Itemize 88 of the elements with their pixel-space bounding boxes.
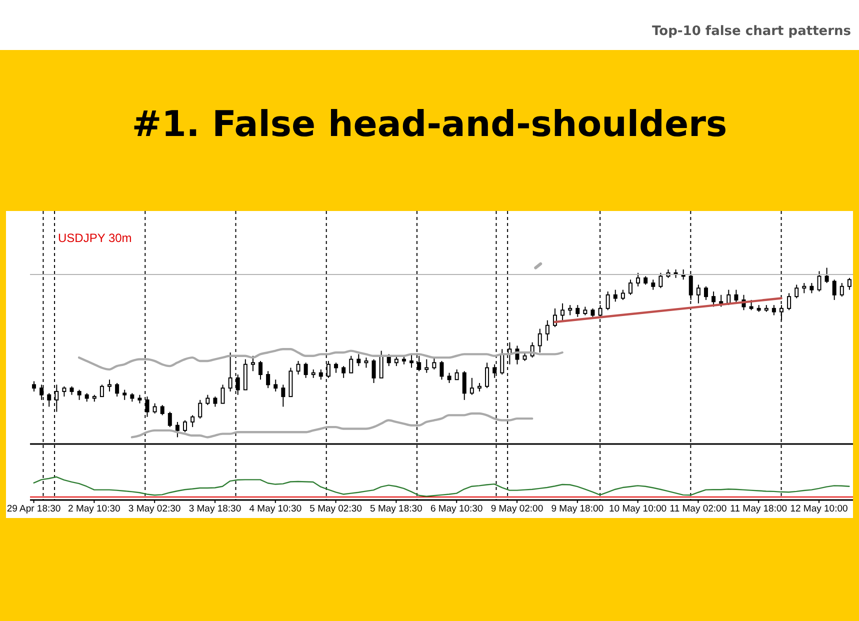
candlestick <box>100 384 104 398</box>
candlestick <box>576 304 580 318</box>
candlestick <box>817 270 822 292</box>
chart-title: #1. False head-and-shoulders <box>132 104 728 145</box>
candlestick <box>228 352 232 392</box>
candlestick <box>636 272 640 287</box>
candlestick <box>160 404 164 416</box>
candlestick <box>462 370 466 400</box>
candlestick <box>613 289 618 302</box>
candlestick <box>432 357 436 370</box>
candlestick <box>108 379 112 392</box>
candlestick <box>470 377 474 396</box>
x-tick-label: 5 May 18:30 <box>370 504 422 515</box>
candlestick <box>454 368 459 380</box>
candlestick <box>258 360 263 380</box>
candlestick <box>274 379 278 392</box>
candlestick <box>712 290 716 308</box>
candlestick <box>824 267 829 284</box>
candlestick <box>349 355 354 374</box>
candlestick <box>424 358 429 374</box>
x-tick-label: 3 May 02:30 <box>128 504 181 515</box>
candlestick <box>568 304 572 316</box>
candlestick <box>628 279 632 296</box>
candlestick <box>77 389 82 400</box>
candlestick <box>500 348 504 376</box>
candlestick <box>318 368 323 380</box>
candlestick <box>440 360 444 380</box>
candlestick <box>394 355 398 367</box>
x-tick-label: 9 May 18:00 <box>551 504 604 515</box>
candlestick <box>296 360 300 376</box>
candlestick <box>810 282 814 294</box>
candlestick <box>658 272 663 289</box>
candlestick <box>152 402 157 414</box>
candlestick <box>787 292 792 311</box>
candlestick <box>47 392 52 408</box>
candlestick <box>560 302 565 321</box>
candlestick <box>190 414 195 428</box>
candlestick <box>198 399 202 420</box>
candlestick <box>620 289 625 300</box>
candlestick <box>183 420 188 433</box>
candlestick <box>840 282 844 298</box>
candlestick <box>281 384 286 408</box>
candlestick <box>734 289 738 304</box>
candlestick <box>168 411 172 428</box>
candlestick <box>334 362 338 374</box>
x-tick-label: 9 May 02:00 <box>490 504 544 515</box>
candlestick <box>651 279 656 290</box>
x-tick-label: 4 May 10:30 <box>249 504 302 515</box>
candlestick <box>772 304 776 316</box>
candlestick <box>266 370 270 389</box>
x-tick-label: 5 May 02:30 <box>310 504 362 515</box>
candlestick <box>606 290 610 311</box>
candlestick <box>62 386 66 398</box>
candlestick <box>410 354 414 368</box>
x-tick-label: 3 May 18:30 <box>188 504 242 515</box>
candlestick <box>485 362 490 389</box>
candlestick <box>794 284 799 299</box>
candlestick <box>704 286 708 300</box>
x-tick-label: 11 May 18:00 <box>730 504 788 515</box>
x-tick-label: 29 Apr 18:30 <box>6 504 61 515</box>
candlestick <box>356 354 361 367</box>
candlestick <box>342 366 346 378</box>
candlestick <box>447 372 452 384</box>
candlestick <box>220 384 225 404</box>
candlestick <box>545 320 550 342</box>
x-tick-label: 10 May 10:00 <box>609 504 667 515</box>
candlestick <box>304 362 308 378</box>
candlestick <box>250 355 255 372</box>
x-tick-label: 2 May 10:30 <box>68 504 120 515</box>
candlestick <box>364 357 368 368</box>
x-tick-label: 6 May 10:30 <box>430 504 483 515</box>
candlestick <box>749 299 754 311</box>
candlestick <box>122 389 127 400</box>
candlestick <box>175 421 180 438</box>
candlestick <box>802 282 806 294</box>
candlestick <box>379 350 384 378</box>
text: USDJPY 30m <box>58 231 132 245</box>
candlestick <box>213 396 218 408</box>
x-tick-label: 11 May 02:00 <box>670 504 727 515</box>
candlestick <box>115 382 120 398</box>
text: Top-10 false chart patterns <box>652 24 851 39</box>
candlestick <box>538 328 542 353</box>
candlestick <box>832 279 836 300</box>
candlestick <box>32 380 36 392</box>
x-tick-label: 12 May 10:00 <box>790 504 848 515</box>
candlestick <box>206 394 210 406</box>
candlestick <box>372 358 376 384</box>
candlestick <box>696 284 700 304</box>
